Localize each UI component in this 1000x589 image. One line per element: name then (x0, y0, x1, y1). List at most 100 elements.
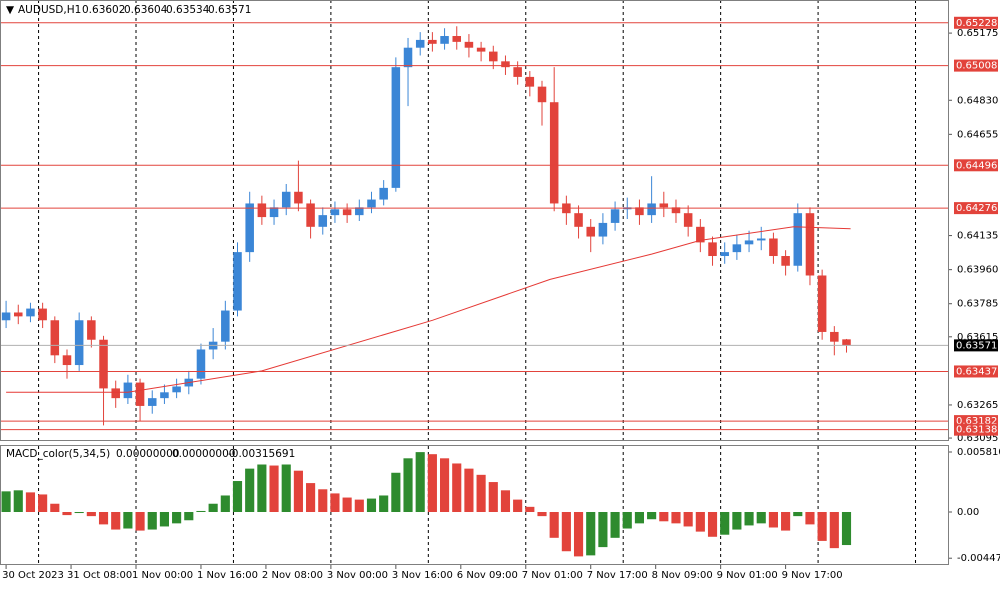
macd-bar (1, 491, 11, 512)
x-tick-label: 2 Nov 08:00 (262, 570, 323, 581)
level-label: 0.63138 (956, 425, 997, 436)
y-tick-label: 0.63785 (957, 299, 998, 310)
macd-bar (354, 499, 364, 512)
level-label-box (954, 159, 998, 172)
macd-bar (379, 495, 389, 512)
candle-body (842, 339, 851, 346)
macd-bar (208, 503, 218, 512)
candle-body (160, 392, 169, 399)
level-label: 0.65228 (956, 18, 997, 29)
candle-body (281, 191, 291, 208)
macd-bar (622, 511, 632, 529)
candle-body (318, 215, 328, 227)
macd-bar (707, 511, 718, 537)
candle-body (513, 67, 522, 77)
x-tick-label: 7 Nov 01:00 (522, 570, 583, 581)
candle-body (74, 320, 84, 366)
y-tick-label: 0.00 (957, 507, 979, 518)
candle-body (379, 187, 388, 200)
candle-body (257, 203, 267, 218)
x-tick-label: 3 Nov 00:00 (327, 570, 388, 581)
macd-bar (135, 511, 145, 531)
candle-body (683, 213, 693, 227)
macd-bar (38, 494, 48, 512)
symbol: AUDUSD,H1 (18, 4, 81, 16)
y-tick-label: 0.63095 (957, 433, 998, 444)
candle-body (598, 222, 608, 237)
macd-bar (427, 454, 437, 512)
macd-bar (659, 511, 669, 522)
macd-bar (147, 511, 157, 530)
macd-bar (74, 511, 84, 514)
macd-frame (0, 445, 949, 565)
y-tick-label: 0.0058109 (957, 447, 1000, 458)
level-label: 0.63182 (956, 416, 997, 427)
macd-bar (647, 511, 657, 520)
macd-value: 0.00000000 (116, 448, 179, 460)
macd-bar (634, 511, 645, 524)
macd-bar (500, 490, 511, 512)
candle-body (147, 398, 157, 406)
candle-body (525, 76, 535, 87)
candle-body (342, 209, 352, 216)
price-frame (0, 0, 949, 441)
macd-bar (50, 503, 60, 512)
candle-body (452, 36, 462, 42)
low-value: 0.63534 (166, 4, 210, 16)
menu-arrow[interactable]: ▼ (6, 4, 15, 16)
candle-body (62, 355, 72, 366)
y-tick-label: 0.64655 (957, 129, 998, 140)
x-tick-label: 1 Nov 00:00 (132, 570, 193, 581)
macd-bar (196, 510, 206, 512)
macd-bar (318, 489, 328, 512)
candle-body (793, 213, 803, 266)
y-tick-label: 0.63265 (957, 400, 998, 411)
macd-title: MACD_color(5,34,5) (6, 448, 110, 460)
candle-body (38, 308, 47, 321)
macd-bar (561, 511, 571, 552)
macd-bar (439, 458, 450, 512)
level-label-box (954, 202, 998, 215)
candle-body (123, 382, 133, 399)
macd-bar (159, 511, 169, 527)
y-tick-label: 0.64135 (957, 231, 998, 242)
candle-body (245, 203, 254, 253)
candle-body (769, 238, 778, 257)
macd-bar (415, 452, 425, 512)
candle-body (50, 320, 60, 356)
candle-body (489, 51, 498, 62)
macd-bar (391, 472, 401, 512)
candle-body (817, 275, 827, 332)
candle-body (196, 349, 206, 379)
candle-body (830, 331, 839, 342)
macd-bar (172, 511, 182, 524)
macd-bar (805, 511, 815, 525)
macd-bar (330, 493, 340, 512)
macd-panel (1, 452, 852, 557)
macd-bar (306, 483, 316, 512)
macd-bar (13, 490, 23, 512)
candle-body (756, 238, 766, 241)
candle-body (428, 39, 437, 44)
macd-bar (683, 511, 693, 527)
candle-body (330, 209, 340, 216)
macd-bar (732, 511, 742, 530)
candle-body (610, 209, 620, 223)
candle-body (476, 47, 486, 52)
candle-body (1, 312, 11, 321)
candle-body (221, 310, 230, 342)
candle-body (87, 320, 96, 340)
candle-body (586, 226, 595, 237)
level-label-box (954, 16, 998, 29)
candle-body (99, 339, 108, 389)
x-tick-label: 7 Nov 17:00 (587, 570, 648, 581)
macd-value: -0.00315691 (228, 448, 295, 460)
candle-body (135, 382, 145, 406)
macd-bar (184, 511, 194, 521)
candle-body (440, 36, 449, 44)
x-tick-label: 8 Nov 09:00 (652, 570, 713, 581)
macd-bar (537, 511, 547, 517)
macd-bar (793, 511, 803, 517)
candle-body (732, 244, 742, 253)
